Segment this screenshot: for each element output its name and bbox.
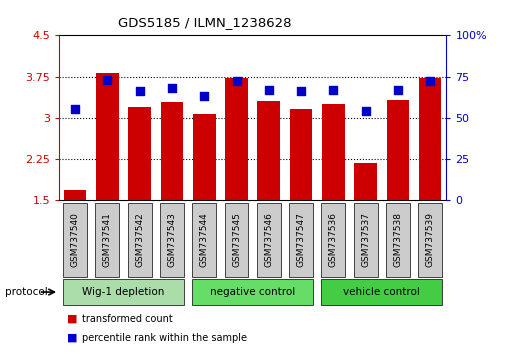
- FancyBboxPatch shape: [289, 202, 313, 277]
- Bar: [387, 100, 409, 200]
- Bar: [354, 163, 377, 200]
- Text: ■: ■: [67, 314, 77, 324]
- FancyBboxPatch shape: [63, 279, 184, 305]
- FancyBboxPatch shape: [353, 202, 378, 277]
- Bar: [258, 101, 280, 200]
- Text: GDS5185 / ILMN_1238628: GDS5185 / ILMN_1238628: [119, 16, 292, 29]
- Text: negative control: negative control: [210, 287, 295, 297]
- Text: GSM737543: GSM737543: [167, 212, 176, 267]
- Bar: [128, 107, 151, 200]
- Point: [168, 85, 176, 91]
- Text: GSM737538: GSM737538: [393, 212, 402, 267]
- Bar: [96, 73, 119, 200]
- FancyBboxPatch shape: [192, 279, 313, 305]
- Text: GSM737546: GSM737546: [264, 212, 273, 267]
- Point: [265, 87, 273, 92]
- Point: [232, 79, 241, 84]
- Point: [71, 107, 79, 112]
- Text: GSM737539: GSM737539: [426, 212, 435, 267]
- Text: GSM737540: GSM737540: [71, 212, 80, 267]
- Bar: [419, 78, 442, 200]
- Text: GSM737545: GSM737545: [232, 212, 241, 267]
- Point: [135, 88, 144, 94]
- Point: [297, 88, 305, 94]
- Point: [200, 93, 208, 99]
- Text: transformed count: transformed count: [82, 314, 173, 324]
- FancyBboxPatch shape: [160, 202, 184, 277]
- Text: protocol: protocol: [5, 287, 48, 297]
- Bar: [161, 102, 183, 200]
- Text: GSM737537: GSM737537: [361, 212, 370, 267]
- Point: [394, 87, 402, 92]
- Bar: [290, 109, 312, 200]
- Point: [426, 79, 435, 84]
- Text: GSM737547: GSM737547: [297, 212, 306, 267]
- Text: vehicle control: vehicle control: [343, 287, 420, 297]
- FancyBboxPatch shape: [418, 202, 442, 277]
- Text: GSM737541: GSM737541: [103, 212, 112, 267]
- FancyBboxPatch shape: [128, 202, 152, 277]
- FancyBboxPatch shape: [95, 202, 120, 277]
- FancyBboxPatch shape: [225, 202, 248, 277]
- FancyBboxPatch shape: [322, 279, 442, 305]
- Point: [103, 77, 111, 83]
- Text: GSM737544: GSM737544: [200, 212, 209, 267]
- Bar: [64, 190, 86, 200]
- Bar: [225, 78, 248, 200]
- Text: GSM737536: GSM737536: [329, 212, 338, 267]
- Text: percentile rank within the sample: percentile rank within the sample: [82, 333, 247, 343]
- Point: [329, 87, 338, 92]
- FancyBboxPatch shape: [63, 202, 87, 277]
- Bar: [322, 104, 345, 200]
- Text: ■: ■: [67, 333, 77, 343]
- FancyBboxPatch shape: [322, 202, 345, 277]
- FancyBboxPatch shape: [192, 202, 216, 277]
- Bar: [193, 114, 215, 200]
- FancyBboxPatch shape: [386, 202, 410, 277]
- Text: Wig-1 depletion: Wig-1 depletion: [83, 287, 165, 297]
- Text: GSM737542: GSM737542: [135, 212, 144, 267]
- Point: [362, 108, 370, 114]
- FancyBboxPatch shape: [257, 202, 281, 277]
